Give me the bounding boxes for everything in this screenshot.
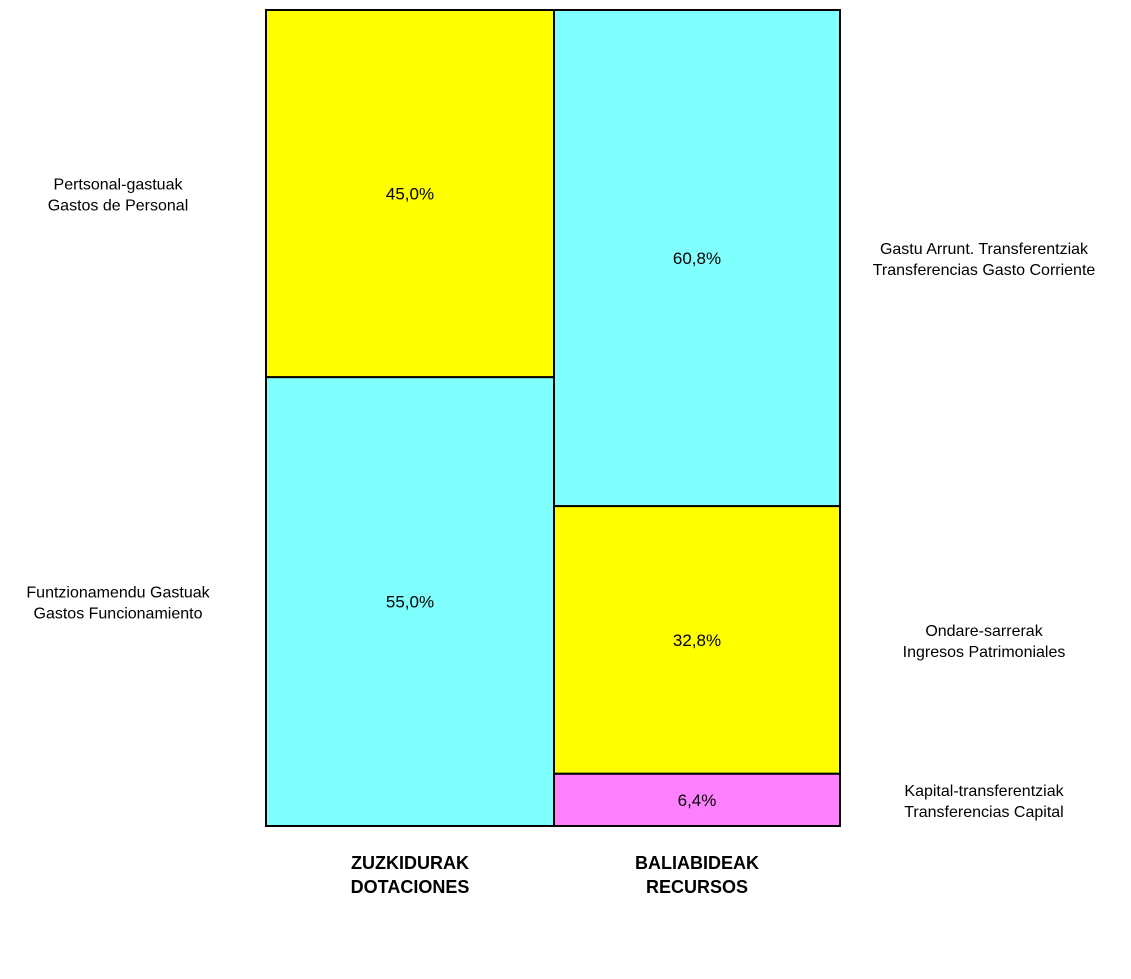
- segment-value-label-0-0: 45,0%: [386, 185, 434, 204]
- segment-side-labels: Pertsonal-gastuak Gastos de Personal Funtz…: [26, 177, 1095, 821]
- bar-segment-1-1: [553, 505, 841, 775]
- bars-group: [265, 9, 841, 827]
- segment-side-label-0-1: Funtzionamendu Gastuak Gastos Funcionamie…: [26, 585, 210, 623]
- segment-side-label-1-2: Kapital-transferentziak Transferencias Ca…: [904, 783, 1064, 821]
- segment-value-label-1-1: 32,8%: [673, 631, 721, 650]
- bar-segment-1-2: [553, 772, 841, 827]
- bar-segment-0-0: [265, 9, 555, 379]
- segment-side-label-1-0: Gastu Arrunt. Transferentziak Transferenc…: [873, 241, 1096, 279]
- bar-segment-0-1: [265, 376, 555, 827]
- segment-side-label-1-1: Ondare-sarrerak Ingresos Patrimoniales: [903, 623, 1066, 661]
- segment-value-label-1-0: 60,8%: [673, 249, 721, 268]
- category-label-0: ZUZKIDURAK DOTACIONES: [351, 853, 470, 897]
- bar-segment-1-0: [553, 9, 841, 508]
- segment-side-label-0-0: Pertsonal-gastuak Gastos de Personal: [48, 177, 189, 215]
- segment-value-label-0-1: 55,0%: [386, 593, 434, 612]
- segment-value-label-1-2: 6,4%: [678, 791, 717, 810]
- category-labels: ZUZKIDURAK DOTACIONES BALIABIDEAK RECURSOS: [351, 853, 759, 897]
- segment-value-labels: 45,0% 55,0% 60,8% 32,8% 6,4%: [386, 185, 721, 810]
- category-label-1: BALIABIDEAK RECURSOS: [635, 853, 759, 897]
